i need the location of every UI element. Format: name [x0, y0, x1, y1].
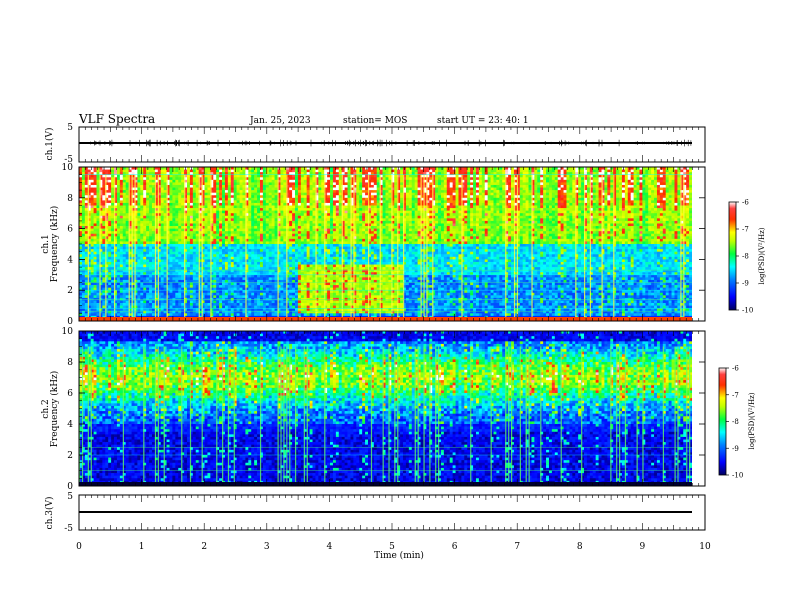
ch2-spectrogram-panel: 0 2 4 6 8 10 ch.2 Frequency (kHz) [41, 327, 706, 492]
spec-ytick-label: 2 [67, 451, 73, 461]
ch1-waveform-panel: 5 -5 ch.1(V) [44, 123, 706, 165]
spec-ytick-label: 0 [67, 482, 73, 492]
time-tick-label: 8 [577, 542, 583, 552]
spec-ytick-label: 0 [67, 317, 73, 327]
colorbar-tick-label: -9 [742, 280, 749, 288]
time-axis-ticks [78, 127, 706, 530]
ch1-spectrogram-image [79, 167, 692, 321]
colorbar-tick-label: -6 [742, 199, 749, 207]
time-tick-label: 10 [699, 542, 711, 552]
colorbar-tick-label: -8 [732, 418, 739, 426]
time-axis-label: Time (min) [374, 550, 424, 561]
ch1-colorbar-label: log(PSD)(V²/Hz) [758, 227, 766, 284]
ch1-ytick-bottom: -5 [64, 155, 73, 165]
spec-ytick-label: 10 [62, 327, 74, 337]
spec-ytick-label: 4 [67, 255, 73, 265]
ch2-spectrogram-image [79, 331, 692, 486]
ch3-ytick-bottom: -5 [64, 524, 73, 534]
colorbar-tick-label: -6 [732, 365, 739, 373]
spec-ytick-label: 6 [67, 389, 73, 399]
time-tick-label: 9 [640, 542, 646, 552]
spec-ytick-label: 2 [67, 286, 73, 296]
time-tick-label: 2 [201, 542, 207, 552]
spec-ytick-label: 8 [67, 194, 73, 204]
ch2-spec-ylabel-channel: ch.2 [41, 399, 51, 418]
ch1-spectrogram-panel: 0 2 4 6 8 10 ch.1 Frequency (kHz) [41, 163, 706, 327]
ch1-colorbar: -6 -7 -8 -9 -10 log(PSD)(V²/Hz) [728, 199, 766, 315]
time-tick-label: 3 [264, 542, 270, 552]
colorbar-tick-label: -10 [742, 307, 753, 315]
spec-ytick-label: 8 [67, 358, 73, 368]
time-tick-label: 4 [327, 542, 333, 552]
ch1-spec-ylabel-frequency: Frequency (kHz) [49, 206, 60, 283]
ch1-spec-ylabel-channel: ch.1 [41, 234, 51, 253]
ch2-colorbar-label: log(PSD)(V²/Hz) [748, 392, 756, 449]
time-tick-label: 0 [76, 542, 82, 552]
ch3-waveform-panel: 5 -5 ch.3(V) [44, 492, 706, 534]
colorbar-tick-label: -10 [732, 472, 743, 480]
time-tick-label: 7 [514, 542, 520, 552]
figure-title: VLF Spectra [78, 112, 155, 126]
spec-ytick-label: 10 [62, 163, 74, 173]
ch2-spec-ylabel-frequency: Frequency (kHz) [49, 371, 60, 448]
spec-ytick-label: 6 [67, 225, 73, 235]
station-label: station= MOS [343, 116, 407, 126]
date-label: Jan. 25, 2023 [249, 116, 311, 126]
colorbar-tick-label: -7 [732, 391, 739, 399]
start-time-label: start UT = 23: 40: 1 [437, 116, 529, 126]
colorbar-tick-label: -9 [732, 445, 739, 453]
colorbar-tick-label: -7 [742, 226, 749, 234]
ch1-waveform-noise [85, 139, 692, 147]
ch1-waveform-ylabel: ch.1(V) [44, 128, 55, 161]
ch2-colorbar: -6 -7 -8 -9 -10 log(PSD)(V²/Hz) [718, 365, 756, 480]
time-tick-label: 6 [452, 542, 458, 552]
time-axis-tick-labels: 0 1 2 3 4 5 6 7 8 9 10 [76, 542, 711, 552]
ch1-ytick-top: 5 [67, 123, 73, 133]
ch3-waveform-ylabel: ch.3(V) [44, 497, 55, 530]
ch3-ytick-top: 5 [67, 492, 73, 502]
time-tick-label: 1 [139, 542, 145, 552]
colorbar-tick-label: -8 [742, 253, 749, 261]
spec-ytick-label: 4 [67, 420, 73, 430]
time-tick-label: 5 [389, 542, 395, 552]
